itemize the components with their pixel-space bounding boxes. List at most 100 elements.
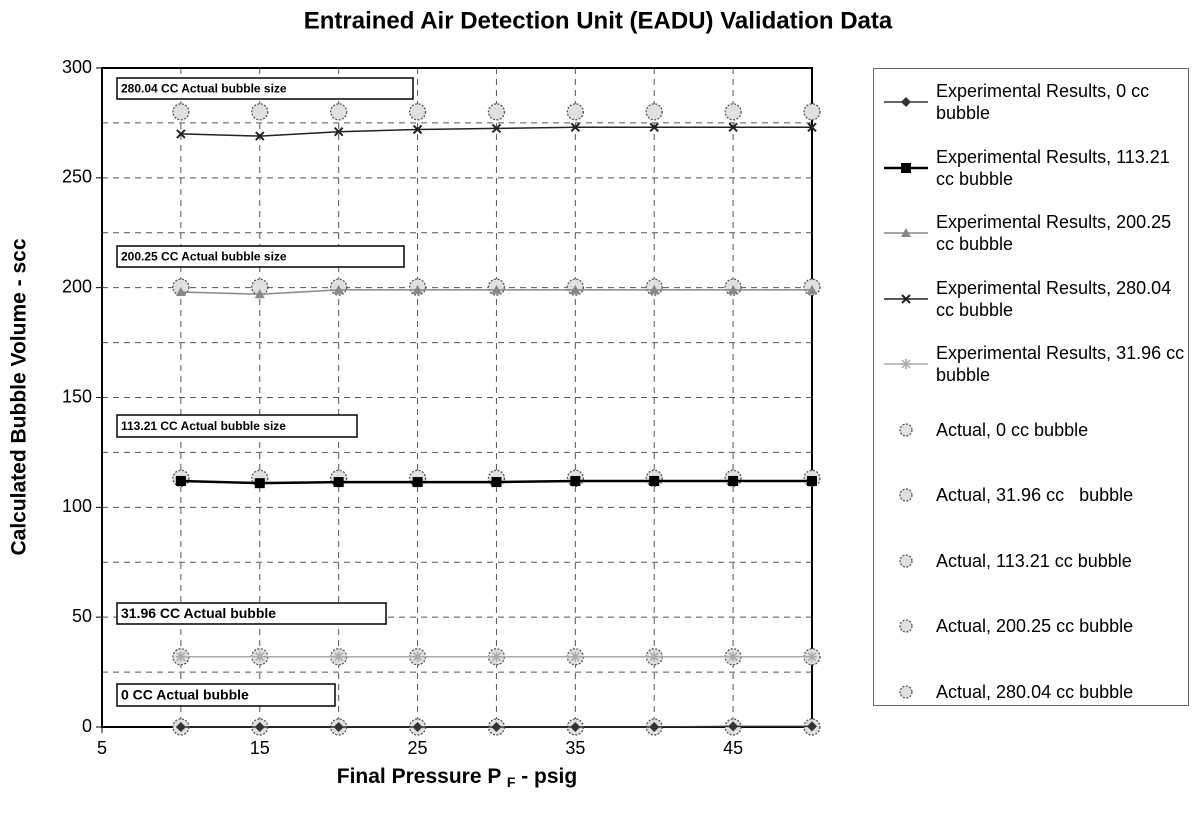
- marker: [333, 651, 344, 662]
- x-label-suffix: - psig: [515, 765, 577, 788]
- y-tick-label: 0: [82, 716, 92, 736]
- marker: [330, 103, 348, 121]
- y-tick-label: 250: [62, 167, 92, 187]
- marker: [254, 651, 265, 662]
- legend-label: Experimental Results, 200.25 cc bubble: [936, 212, 1177, 254]
- legend-icon: [899, 619, 913, 633]
- marker: [899, 619, 913, 633]
- marker: [412, 124, 423, 135]
- legend-label: Experimental Results, 113.21 cc bubble: [936, 146, 1175, 189]
- marker: [901, 293, 911, 304]
- marker: [899, 553, 913, 568]
- legend-entry: Experimental Results, 200.25 cc bubble: [882, 208, 1187, 258]
- marker: [728, 475, 739, 486]
- marker: [728, 284, 739, 294]
- y-tick-label: 300: [62, 57, 92, 77]
- marker: [254, 289, 265, 299]
- marker: [807, 721, 817, 732]
- marker: [570, 651, 581, 662]
- marker: [899, 488, 913, 502]
- marker: [487, 103, 506, 121]
- legend-label: Actual, 0 cc bubble: [936, 419, 1089, 440]
- annotation-box: [116, 245, 405, 268]
- marker: [728, 721, 739, 732]
- marker: [254, 722, 265, 732]
- marker: [807, 122, 817, 133]
- marker: [901, 162, 911, 173]
- annotation: 31.96 CC Actual bubble: [121, 605, 276, 621]
- legend-entry: Actual, 113.21 cc bubble: [882, 536, 1187, 586]
- marker: [570, 722, 581, 732]
- marker: [649, 122, 659, 133]
- marker: [807, 651, 817, 662]
- annotation-box: [116, 602, 387, 625]
- marker: [408, 103, 427, 121]
- x-tick-label: 15: [250, 738, 270, 758]
- legend-label: Experimental Results, 31.96 cc bubble: [936, 343, 1190, 385]
- marker: [645, 103, 663, 121]
- marker: [333, 477, 344, 488]
- marker: [491, 123, 502, 134]
- marker: [333, 722, 344, 732]
- legend-icon: [884, 359, 928, 369]
- annotation-box: [116, 77, 414, 100]
- marker: [333, 284, 344, 294]
- marker: [649, 284, 660, 294]
- marker: [175, 651, 186, 662]
- legend-entry: Actual, 31.96 cc bubble: [882, 470, 1187, 520]
- marker: [899, 684, 913, 699]
- marker: [172, 103, 190, 121]
- x-tick-label: 45: [723, 738, 743, 758]
- y-axis-label: Calculated Bubble Volume - scc: [8, 238, 31, 555]
- marker: [175, 475, 186, 486]
- x-tick-label: 25: [408, 738, 428, 758]
- annotation: 0 CC Actual bubble: [121, 687, 249, 703]
- marker: [901, 359, 911, 369]
- annotation-box: [116, 414, 358, 438]
- chart-title: Entrained Air Detection Unit (EADU) Vali…: [304, 7, 893, 34]
- legend-label: Experimental Results, 280.04 cc bubble: [936, 277, 1177, 320]
- legend-entry: Actual, 280.04 cc bubble: [882, 667, 1187, 717]
- marker: [901, 97, 911, 107]
- marker: [649, 475, 660, 486]
- legend-entry: Experimental Results, 113.21 cc bubble: [882, 143, 1187, 193]
- marker: [412, 722, 423, 732]
- marker: [333, 126, 344, 137]
- marker: [901, 228, 911, 237]
- marker: [175, 722, 186, 732]
- y-tick-label: 150: [62, 386, 92, 406]
- marker: [254, 478, 265, 489]
- legend-icon: [884, 228, 928, 237]
- marker: [412, 651, 423, 662]
- x-axis-label: Final Pressure P F - psig: [337, 765, 577, 790]
- legend-label: Experimental Results, 0 cc bubble: [936, 81, 1155, 123]
- legend-entry: Actual, 0 cc bubble: [882, 405, 1187, 455]
- marker: [176, 129, 186, 139]
- marker: [255, 131, 265, 141]
- x-tick-label: 5: [97, 738, 107, 758]
- marker: [570, 284, 581, 294]
- annotation: 200.25 CC Actual bubble size: [121, 250, 287, 264]
- legend-icon: [899, 488, 913, 502]
- y-tick-label: 200: [62, 276, 92, 296]
- x-tick-label: 35: [565, 738, 585, 758]
- legend-entry: Actual, 200.25 cc bubble: [882, 601, 1187, 651]
- y-tick-label: 100: [62, 496, 92, 516]
- marker: [570, 475, 581, 486]
- marker: [803, 103, 821, 121]
- marker: [807, 475, 817, 486]
- marker: [175, 287, 186, 297]
- annotation: 280.04 CC Actual bubble size: [121, 82, 287, 96]
- marker: [724, 103, 742, 121]
- marker: [728, 651, 739, 662]
- legend-icon: [899, 422, 913, 437]
- marker: [649, 722, 660, 732]
- legend-entry: Experimental Results, 31.96 cc bubble: [882, 339, 1187, 389]
- legend-label: Actual, 113.21 cc bubble: [936, 550, 1132, 571]
- x-label-subscript: F: [507, 774, 516, 790]
- legend-entry: Experimental Results, 280.04 cc bubble: [882, 274, 1187, 324]
- marker: [412, 284, 423, 294]
- marker: [649, 651, 660, 662]
- annotation: 113.21 CC Actual bubble size: [121, 419, 286, 433]
